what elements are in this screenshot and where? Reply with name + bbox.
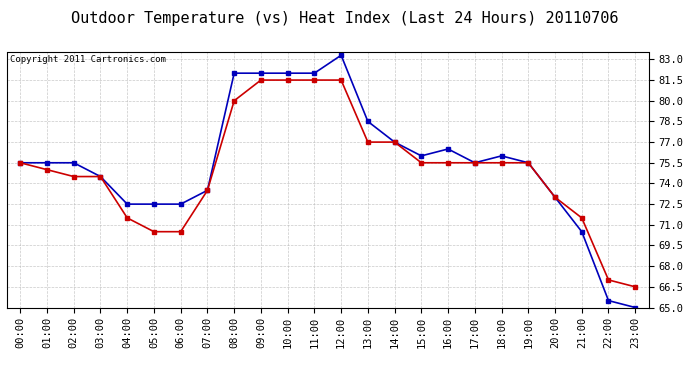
Text: Outdoor Temperature (vs) Heat Index (Last 24 Hours) 20110706: Outdoor Temperature (vs) Heat Index (Las…	[71, 11, 619, 26]
Text: Copyright 2011 Cartronics.com: Copyright 2011 Cartronics.com	[10, 55, 166, 64]
